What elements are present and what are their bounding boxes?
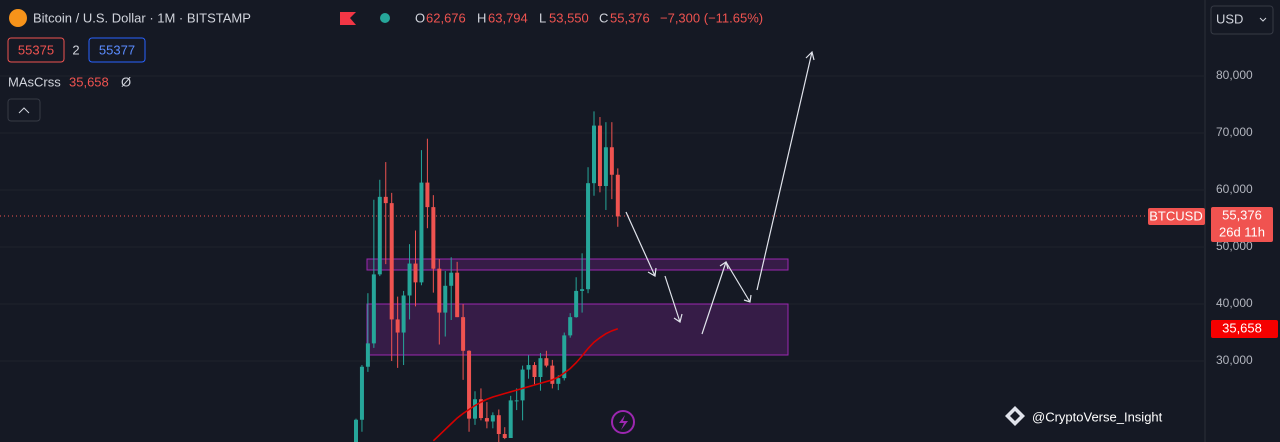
candle-body — [383, 196, 388, 204]
indicator-value: 35,658 — [69, 74, 109, 89]
candle-body — [496, 415, 501, 435]
indicator-suffix: Ø — [121, 74, 131, 89]
candle-body — [562, 335, 567, 379]
candle-body — [556, 378, 561, 384]
candle-body — [431, 207, 436, 269]
candle-body — [437, 268, 442, 313]
arrow — [664, 275, 683, 323]
candle-body — [473, 399, 477, 419]
y-tick-label: 80,000 — [1216, 68, 1253, 82]
indicator-name: MAsCrss — [8, 74, 61, 89]
candle-body — [365, 343, 370, 367]
price-badge — [1211, 207, 1273, 242]
ma-line — [432, 328, 619, 442]
btc-logo — [9, 9, 27, 27]
collapse-button[interactable] — [7, 98, 41, 122]
candle-body — [615, 174, 620, 217]
status-dot — [380, 13, 390, 23]
candle-body — [502, 434, 507, 439]
event-icon[interactable] — [611, 410, 635, 434]
candle-body — [603, 147, 608, 187]
candle-body — [580, 289, 585, 291]
arrow — [625, 211, 657, 277]
projection-arrows — [625, 50, 815, 335]
flag[interactable] — [340, 12, 356, 25]
candle-body — [461, 317, 466, 351]
y-tick-label: 60,000 — [1216, 182, 1253, 196]
candle-body — [413, 263, 418, 283]
candle-body — [407, 263, 412, 296]
ask: 55377 — [99, 42, 135, 57]
bid: 55375 — [18, 42, 54, 57]
candle-body — [609, 147, 614, 175]
candle-body — [354, 419, 358, 442]
candle-body — [538, 358, 543, 378]
y-tick-label: 30,000 — [1216, 353, 1253, 367]
event-icon-bolt — [619, 415, 628, 430]
candle-body — [508, 400, 513, 439]
open: 62,676 — [426, 10, 466, 25]
h-label: H — [477, 10, 486, 25]
last-price: 55,376 — [1222, 207, 1262, 222]
candle-body — [592, 125, 596, 184]
candle-body — [597, 125, 602, 187]
candle-body — [371, 274, 376, 344]
l-label: L — [539, 10, 546, 25]
c-label: C — [599, 10, 608, 25]
candle-body — [401, 295, 406, 333]
ma-badge — [1211, 320, 1278, 338]
candle-body — [586, 183, 591, 290]
ma-value: 35,658 — [1222, 320, 1262, 335]
watermark: @CryptoVerse_Insight — [1032, 409, 1163, 424]
title: Bitcoin / U.S. Dollar · 1M · BITSTAMP — [33, 10, 251, 25]
y-tick-label: 70,000 — [1216, 125, 1253, 139]
candle-body — [359, 366, 364, 420]
zone-upper — [366, 258, 789, 271]
candle-body — [377, 196, 382, 275]
candle-body — [568, 317, 573, 336]
arrow — [725, 261, 752, 303]
candle-body — [532, 365, 537, 378]
candle-body — [574, 290, 579, 318]
buy-box[interactable] — [88, 37, 146, 63]
candle-body — [490, 415, 495, 422]
spread: 2 — [72, 42, 79, 57]
candle-body — [514, 400, 519, 402]
candle-body — [449, 272, 454, 286]
symbol: BTCUSD — [1149, 208, 1202, 223]
y-tick-label: 50,000 — [1216, 239, 1253, 253]
candle-body — [419, 182, 424, 283]
candle-body — [478, 399, 483, 419]
candle-body — [544, 358, 549, 366]
candle-body — [395, 319, 400, 333]
symbol-badge — [1148, 208, 1205, 225]
candle-body — [389, 203, 394, 320]
candle-body — [520, 369, 525, 401]
y-tick-label: 40,000 — [1216, 296, 1253, 310]
candle-body — [443, 285, 448, 313]
collapse-icon — [18, 107, 30, 114]
candle-body — [526, 365, 531, 370]
candle-body — [425, 182, 430, 208]
candle-body — [467, 350, 472, 419]
dropdown-icon — [1259, 17, 1267, 22]
high: 63,794 — [488, 10, 528, 25]
candle-body — [484, 418, 489, 422]
low: 53,550 — [549, 10, 589, 25]
change: −7,300 (−11.65%) — [660, 10, 763, 25]
watermark-icon — [1005, 406, 1025, 426]
candle-body — [455, 272, 460, 318]
currency: USD — [1216, 11, 1243, 26]
close: 55,376 — [610, 10, 650, 25]
arrow — [756, 50, 815, 291]
countdown: 26d 11h — [1219, 224, 1265, 239]
o-label: O — [415, 10, 425, 25]
sell-box[interactable] — [7, 37, 65, 63]
currency-select[interactable] — [1210, 5, 1274, 35]
candle-body — [550, 365, 555, 384]
